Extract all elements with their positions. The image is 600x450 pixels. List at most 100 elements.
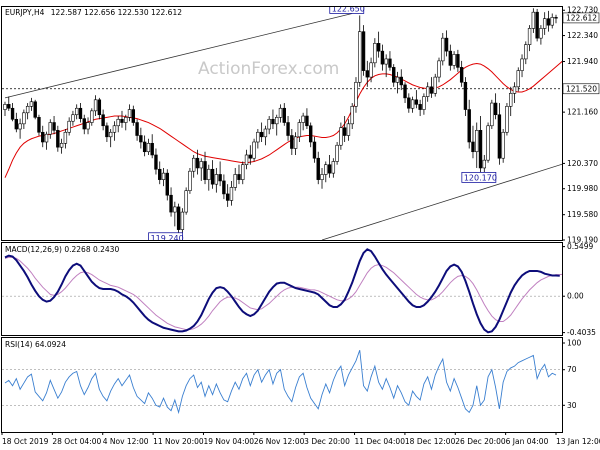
time-tick-label: 19 Nov 04:00 <box>203 437 254 446</box>
candle <box>282 103 286 126</box>
candle-body <box>342 127 347 136</box>
candle-body <box>7 104 11 109</box>
candle <box>395 71 400 94</box>
candle-body <box>199 161 203 169</box>
candle <box>161 167 166 187</box>
level-price-label-box <box>562 83 600 95</box>
candle-body <box>437 60 441 78</box>
candle <box>176 203 181 237</box>
candle <box>478 116 483 175</box>
candle-body <box>520 58 524 71</box>
candle-body <box>108 131 113 138</box>
price-annotation-box <box>329 7 365 14</box>
candle-body <box>241 164 245 180</box>
candle-body <box>463 81 468 110</box>
candle <box>142 135 147 157</box>
candle <box>271 109 275 130</box>
candle-body <box>101 114 105 127</box>
candle <box>452 51 456 70</box>
candle <box>241 161 245 185</box>
candle <box>41 125 45 148</box>
candle-body <box>29 101 34 107</box>
candle <box>63 129 68 149</box>
candle-body <box>120 118 124 123</box>
candle-body <box>195 157 200 169</box>
candle-body <box>358 31 362 83</box>
candle-body <box>493 102 498 116</box>
candle <box>354 77 358 113</box>
candle <box>425 82 430 102</box>
rsi-tick-label: 70 <box>567 365 577 374</box>
candle <box>316 151 320 185</box>
candle-body <box>373 43 377 64</box>
candle-body <box>139 135 143 143</box>
candle-body <box>365 70 370 78</box>
candle-body <box>403 84 407 99</box>
candle <box>437 57 441 83</box>
candle <box>44 131 49 150</box>
candle <box>56 125 60 152</box>
candle <box>158 161 162 185</box>
candle <box>486 122 490 163</box>
watermark: ActionForex.com <box>198 59 339 79</box>
candle-body <box>97 99 102 116</box>
candle-body <box>233 174 237 188</box>
candle-body <box>422 96 426 110</box>
candle <box>422 93 426 115</box>
candle-body <box>384 58 388 65</box>
candle <box>475 122 479 168</box>
candle <box>433 73 437 97</box>
candle <box>29 97 34 111</box>
candle-body <box>346 123 351 136</box>
candle <box>7 96 11 111</box>
candle <box>535 8 539 42</box>
ohlc-label: 122.587 122.656 122.530 122.612 <box>51 8 182 17</box>
candle-body <box>501 131 505 159</box>
candle-body <box>275 117 279 125</box>
candle <box>342 116 347 142</box>
candle-body <box>112 125 117 133</box>
candle-body <box>256 131 260 143</box>
candle <box>516 67 520 92</box>
candle-body <box>316 157 320 180</box>
candle-body <box>237 174 241 180</box>
level-price-label: 121.520 <box>566 84 597 93</box>
candle-body <box>339 127 343 146</box>
candle <box>467 99 471 149</box>
candle-body <box>229 187 234 201</box>
candle-body <box>505 106 509 133</box>
candle <box>308 122 313 148</box>
rsi-pane: RSI(14) 64.0924 100 70 30 <box>1 337 582 433</box>
candle-body <box>105 125 109 138</box>
candle-body <box>452 54 456 66</box>
candle <box>527 25 532 52</box>
candle <box>244 149 249 170</box>
candle <box>188 167 192 194</box>
candle <box>497 103 502 165</box>
candle-body <box>218 174 222 182</box>
rsi-line <box>4 349 557 415</box>
candle-body <box>244 154 249 166</box>
candle <box>78 103 83 123</box>
candle-body <box>252 141 256 159</box>
price-tick-label: 119.190 <box>567 236 598 245</box>
candle-body <box>531 11 536 29</box>
candle <box>25 103 30 120</box>
time-tick-label: 26 Dec 20:00 <box>455 437 506 446</box>
candle <box>444 30 449 57</box>
candle-body <box>10 107 15 120</box>
candle <box>278 104 283 123</box>
candle <box>263 125 268 146</box>
candle-body <box>158 168 162 180</box>
candle <box>59 138 64 154</box>
price-annotation-label: 119.240 <box>151 234 184 243</box>
macd-tick-label: 0.00 <box>567 292 584 301</box>
candle-body <box>203 161 207 180</box>
candle <box>229 180 234 206</box>
candle-body <box>301 115 305 123</box>
candle-body <box>169 194 173 213</box>
candle <box>418 99 422 117</box>
candle <box>550 13 554 29</box>
candle <box>524 41 528 65</box>
